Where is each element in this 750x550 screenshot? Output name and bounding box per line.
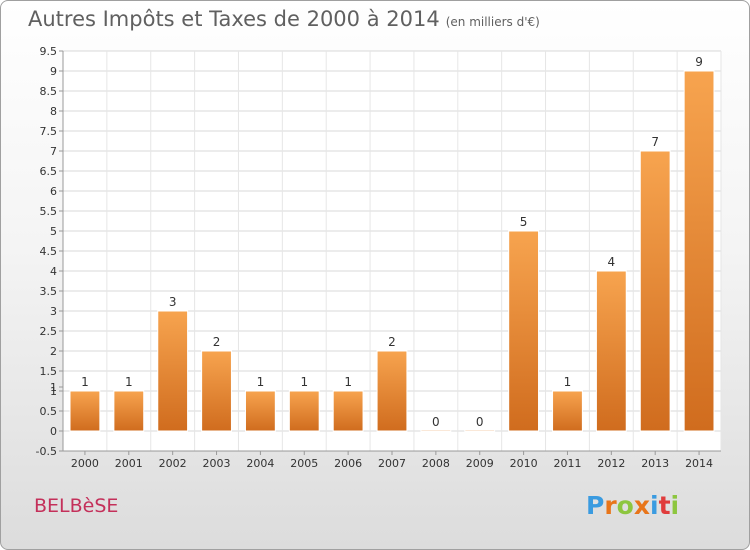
- bar: [639, 150, 671, 432]
- x-tick-label: 2000: [71, 457, 99, 470]
- x-tick-label: 2004: [246, 457, 274, 470]
- data-label: 1: [257, 375, 265, 389]
- y-tick-label: 7.5: [40, 125, 58, 138]
- data-label: 1: [81, 375, 89, 389]
- bar: [244, 390, 276, 432]
- y-tick-label: 1: [50, 381, 57, 394]
- logo-letter: r: [604, 491, 617, 520]
- data-label: 1: [300, 375, 308, 389]
- y-tick-label: 4.5: [40, 245, 58, 258]
- x-tick-label: 2002: [159, 457, 187, 470]
- x-tick-label: 2001: [115, 457, 143, 470]
- x-tick-label: 2012: [597, 457, 625, 470]
- bar: [288, 390, 320, 432]
- proxiti-logo: Proxiti: [586, 491, 679, 520]
- data-label: 0: [432, 415, 440, 429]
- x-tick-label: 2005: [290, 457, 318, 470]
- bar: [332, 390, 364, 432]
- y-tick-label: 0: [50, 425, 57, 438]
- data-label: 2: [213, 335, 221, 349]
- y-tick-label: 9.5: [40, 45, 58, 58]
- data-label: 7: [651, 135, 659, 149]
- x-tick-label: 2011: [553, 457, 581, 470]
- x-tick-label: 2010: [510, 457, 538, 470]
- data-label: 1: [125, 375, 133, 389]
- data-label: 0: [476, 415, 484, 429]
- bar: [552, 390, 583, 432]
- x-tick-label: 2009: [466, 457, 494, 470]
- data-label: 1: [344, 375, 352, 389]
- bar: [113, 390, 145, 432]
- y-tick-label: 8.5: [40, 85, 58, 98]
- bar: [69, 390, 101, 432]
- y-tick-label: 3: [50, 305, 57, 318]
- x-tick-label: 2003: [203, 457, 231, 470]
- logo-letter: i: [670, 491, 680, 520]
- x-tick-label: 2007: [378, 457, 406, 470]
- y-tick-label: 1: [50, 385, 57, 398]
- y-tick-label: 1.5: [40, 365, 58, 378]
- y-tick-label: 0.5: [40, 405, 58, 418]
- commune-name: BELBèSE: [34, 495, 119, 517]
- bar: [420, 429, 452, 432]
- y-tick-label: 9: [50, 65, 57, 78]
- data-label: 9: [695, 55, 703, 69]
- y-tick-label: 5.5: [40, 205, 58, 218]
- y-tick-label: 6: [50, 185, 57, 198]
- logo-letter: t: [658, 491, 671, 520]
- bar: [464, 429, 496, 432]
- y-tick-label: 4: [50, 265, 57, 278]
- x-tick-label: 2014: [685, 457, 713, 470]
- logo-letter: o: [616, 491, 634, 520]
- data-label: 2: [388, 335, 396, 349]
- chart-title-text: Autres Impôts et Taxes de 2000 à 2014: [28, 7, 440, 31]
- bar: [376, 350, 408, 432]
- y-tick-label: 2.5: [40, 325, 58, 338]
- y-tick-label: 6.5: [40, 165, 58, 178]
- y-tick-label: 8: [50, 105, 57, 118]
- chart-title: Autres Impôts et Taxes de 2000 à 2014 (en…: [28, 7, 540, 31]
- bar: [683, 70, 715, 432]
- y-tick-label: 5: [50, 225, 57, 238]
- y-tick-label: 7: [50, 145, 57, 158]
- logo-letter: x: [633, 491, 650, 520]
- y-tick-label: 3.5: [40, 285, 58, 298]
- x-tick-label: 2013: [641, 457, 669, 470]
- data-label: 4: [608, 255, 616, 269]
- data-label: 5: [520, 215, 528, 229]
- data-label: 3: [169, 295, 177, 309]
- bar: [201, 350, 232, 432]
- bar: [595, 270, 627, 432]
- data-label: 1: [564, 375, 572, 389]
- x-tick-label: 2008: [422, 457, 450, 470]
- y-tick-label: -0.5: [36, 445, 57, 458]
- bar: [508, 230, 540, 432]
- chart-unit: (en milliers d'€): [445, 15, 540, 29]
- logo-letter: P: [586, 491, 605, 520]
- x-tick-label: 2006: [334, 457, 362, 470]
- logo-letter: i: [650, 491, 659, 520]
- bar: [157, 310, 189, 432]
- y-tick-label: 2: [50, 345, 57, 358]
